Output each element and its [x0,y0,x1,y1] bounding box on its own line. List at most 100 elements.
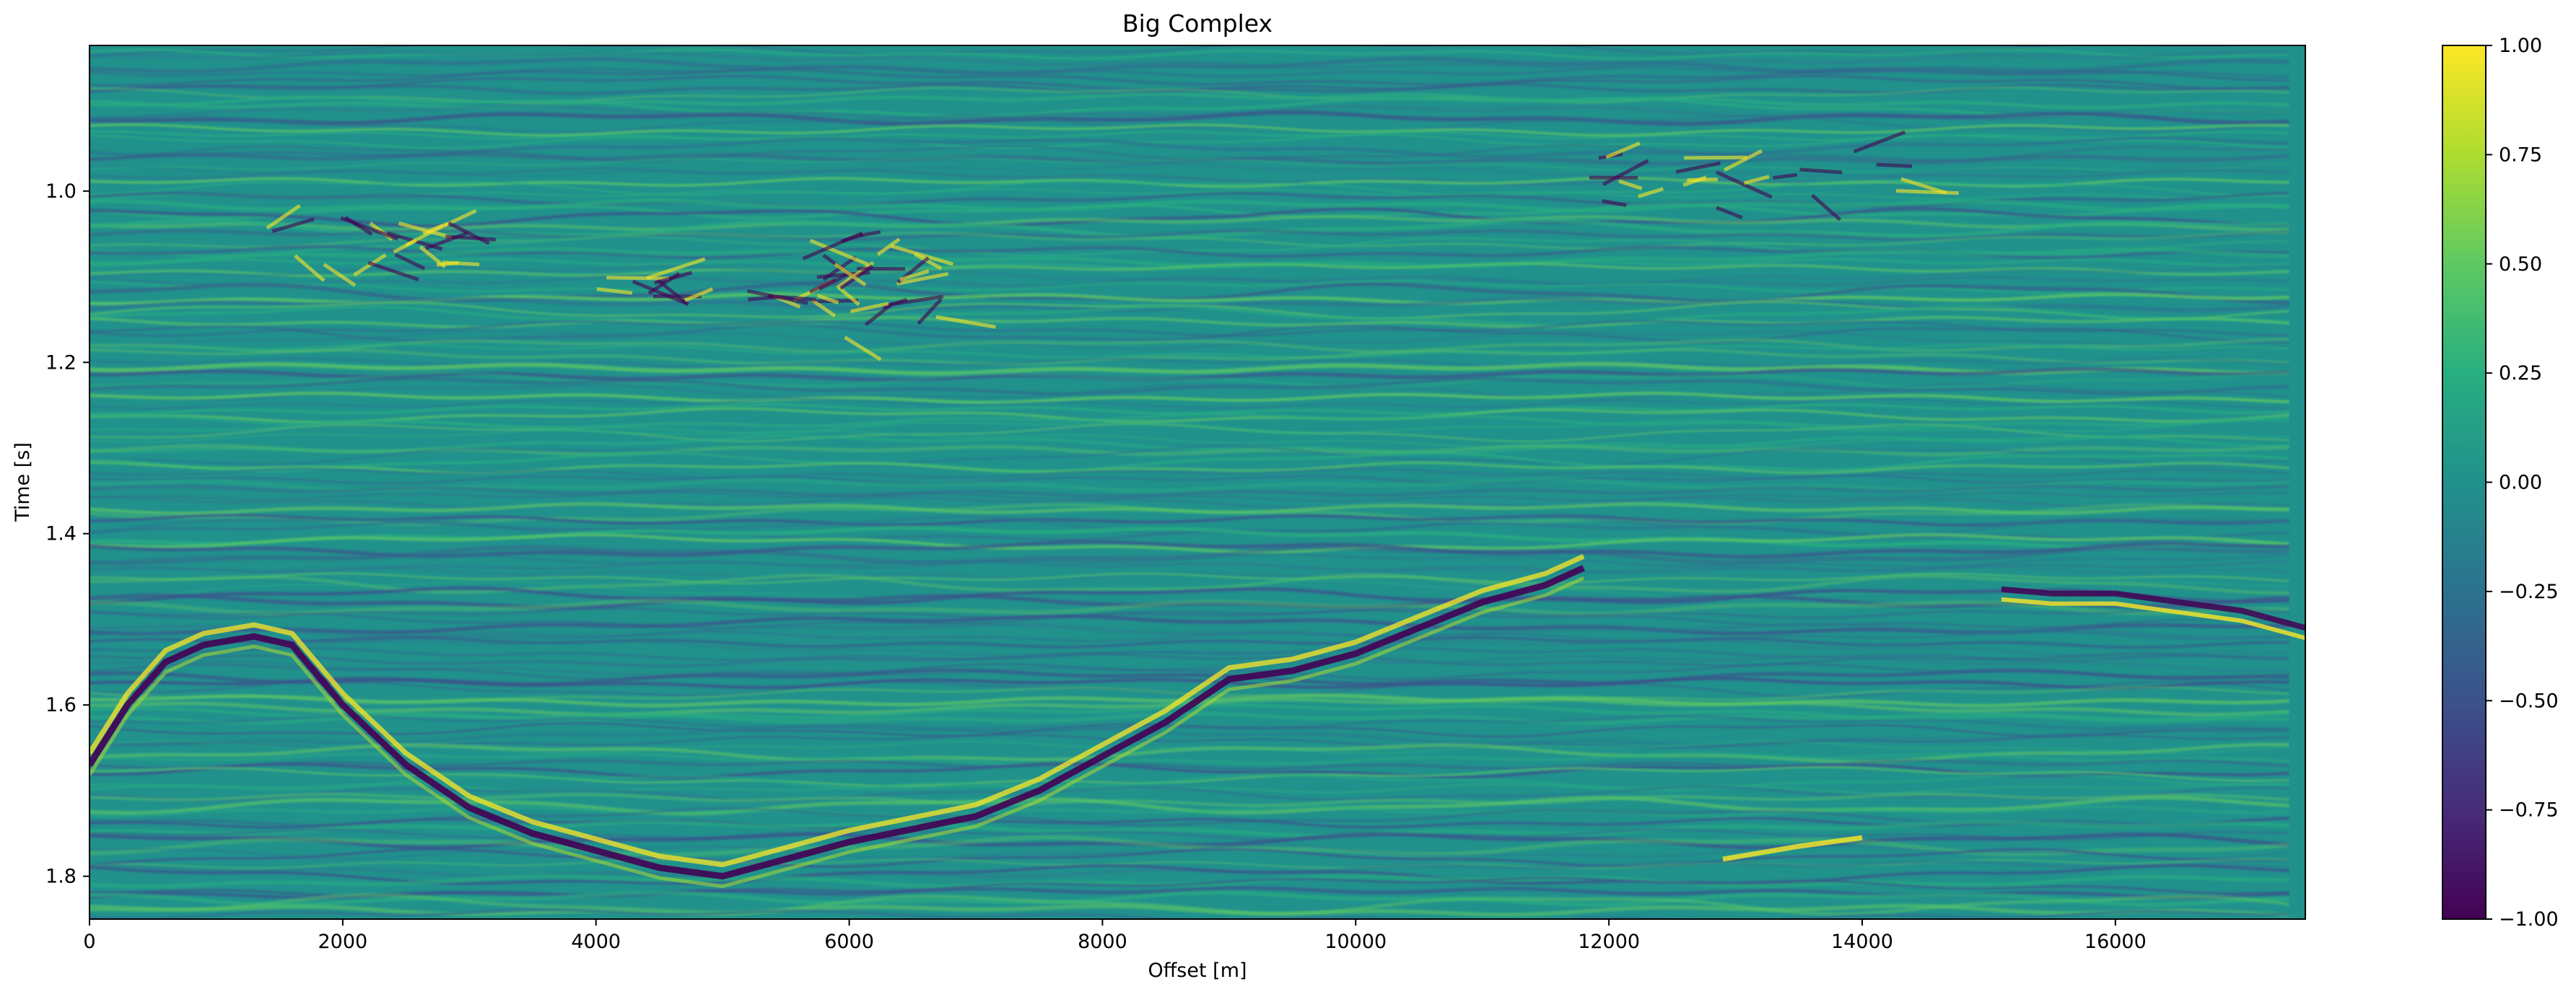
chaotic-reflection [917,297,943,325]
chaotic-reflection [841,233,864,243]
reflection-band [89,622,2290,640]
chaotic-reflection [1876,162,1913,168]
chaotic-reflection [596,287,633,295]
chaotic-reflection [1675,161,1721,174]
main-reflector-bright [89,554,1585,868]
reflection-band [89,110,2290,126]
reflection-band [89,434,2290,454]
reflection-band [89,545,2290,566]
chaotic-reflection [1723,149,1763,172]
reflection-band [89,407,2290,424]
chaotic-reflection [850,302,889,314]
reflection-band [89,338,2290,353]
right-reflector-dark [2001,586,2305,631]
reflection-band [89,382,2290,401]
reflection-band [89,890,2290,907]
reflection-band [89,203,2290,220]
x-tick-label: 16000 [2084,931,2147,953]
reflection-band [89,429,2290,448]
reflection-band [89,451,2290,473]
chaotic-reflection [684,287,714,302]
x-axis-label: Offset [m] [1148,959,1246,982]
reflection-band [89,724,2290,747]
reflection-band [89,491,2290,502]
reflection-band [89,844,2290,860]
chaotic-reflection [646,257,706,280]
reflection-band [89,526,2290,550]
chaotic-reflection [860,229,881,237]
x-axis: 0 2000 4000 6000 8000 10000 12000 14000 16000 [83,919,2147,953]
reflection-band [89,572,2290,584]
reflection-band [89,95,2290,118]
chaotic-reflection [442,260,480,267]
colorbar-tick-label: −0.75 [2499,799,2559,822]
chaotic-reflection [809,238,869,266]
chaotic-reflection [1602,199,1627,207]
reflection-band [89,553,2290,569]
chaotic-reflection [266,203,301,230]
chaotic-reflection [836,260,875,290]
reflection-band [89,218,2290,240]
y-tick-label: 1.2 [45,351,77,374]
colorbar-tick-label: 0.75 [2499,144,2542,166]
chaotic-reflection [834,263,867,287]
chaotic-reflection [1638,187,1664,198]
chaotic-reflection [1602,159,1649,186]
reflection-band [89,198,2290,213]
reflection-band [89,599,2290,617]
reflection-band [89,693,2290,708]
x-tick-label: 10000 [1324,931,1387,953]
reflection-band [89,573,2289,595]
reflection-band [89,188,2290,200]
reflection-band [89,50,2290,70]
reflection-band [89,361,2290,376]
reflection-band [89,258,2290,271]
colorbar-ticks: −1.00 −0.75 −0.50 −0.25 0.00 0.25 0.50 0.75 1.00 [2486,35,2559,931]
reflection-band [89,377,2290,396]
chaotic-reflection [864,301,895,327]
reflector-events [89,130,2305,889]
reflection-band [89,711,2290,725]
main-reflector-side [89,576,1585,889]
reflection-band [89,835,2290,857]
chaotic-reflection [935,315,996,329]
x-tick-label: 0 [83,931,95,953]
colorbar-tick-label: 0.50 [2499,253,2542,276]
chaotic-reflection [1605,141,1641,159]
reflection-band [89,630,2290,643]
reflection-band [89,496,2290,509]
reflection-band [89,893,2290,916]
chaotic-reflection [653,271,693,285]
plot-frame [89,45,2306,920]
chaotic-reflection [294,254,326,282]
reflection-band [89,484,2290,498]
chaotic-reflection [344,216,373,236]
reflection-band [89,807,2290,827]
reflection-band [89,262,2290,278]
reflection-band [89,371,2290,390]
reflection-band [89,114,2290,134]
reflection-band [89,759,2290,770]
reflection-stripes [89,45,2290,919]
chaotic-reflection [1773,172,1798,180]
reflection-band [89,86,2290,104]
reflection-band [89,423,2290,443]
chaotic-reflection [890,244,954,266]
chaotic-reflection [914,252,943,271]
y-axis-label: Time [s] [12,442,34,522]
chart-title: Big Complex [1122,9,1272,38]
chaotic-reflection [271,217,315,234]
reflection-band [89,533,2290,554]
reflection-band [89,133,2290,149]
reflection-band [89,320,2290,338]
reflection-band [89,68,2290,87]
reflection-band [89,279,2290,295]
colorbar-tick-label: −0.25 [2499,581,2559,603]
chaotic-reflection [1743,175,1770,185]
reflection-band [89,766,2290,787]
x-tick-label: 4000 [571,931,621,953]
seismic-image [89,45,2305,919]
reflection-band [89,607,2290,620]
reflection-band [89,391,2290,404]
